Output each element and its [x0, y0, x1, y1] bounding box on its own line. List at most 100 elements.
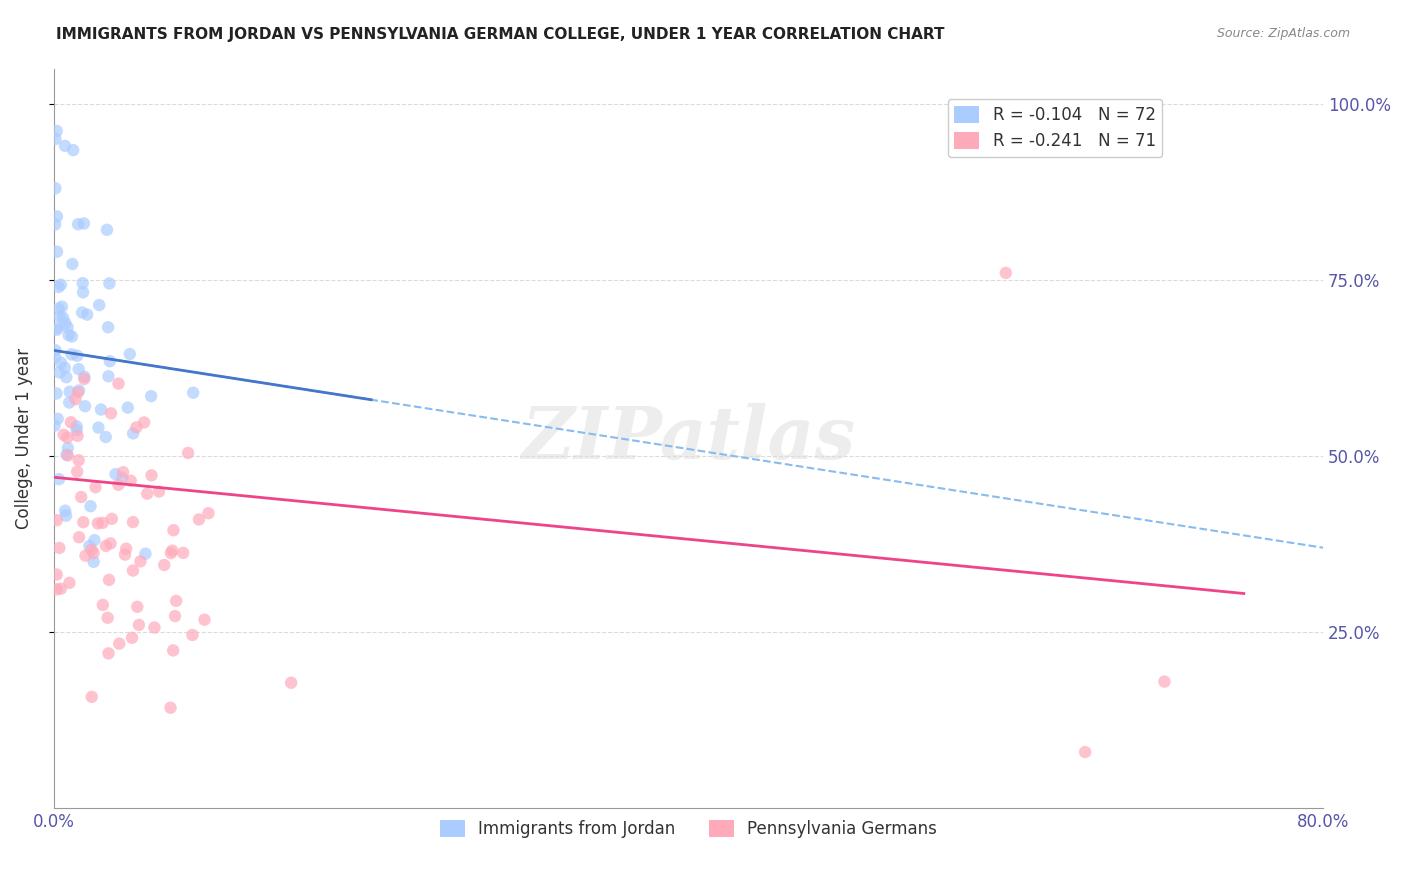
Point — [98, 277, 121, 291]
Y-axis label: College, Under 1 year: College, Under 1 year — [15, 348, 32, 529]
Point — [45, 323, 67, 337]
Point — [177, 446, 200, 460]
Point — [48, 280, 70, 294]
Point — [181, 385, 204, 400]
Point — [100, 406, 122, 420]
Point — [48, 301, 70, 316]
Point — [101, 512, 124, 526]
Point — [188, 512, 211, 526]
Point — [72, 276, 94, 290]
Point — [121, 631, 143, 645]
Point — [45, 513, 67, 527]
Point — [70, 490, 93, 504]
Point — [97, 611, 120, 625]
Point — [65, 423, 87, 437]
Point — [60, 257, 83, 271]
Point — [122, 515, 145, 529]
Point — [107, 376, 129, 391]
Point — [66, 429, 89, 443]
Point — [60, 329, 83, 343]
Point — [181, 628, 204, 642]
Point — [73, 372, 96, 386]
Point — [66, 349, 89, 363]
Point — [44, 218, 66, 232]
Point — [153, 558, 176, 572]
Point — [45, 124, 67, 138]
Point — [84, 480, 107, 494]
Point — [76, 308, 98, 322]
Point — [193, 613, 215, 627]
Point — [46, 210, 69, 224]
Point — [44, 418, 66, 433]
Point — [117, 401, 139, 415]
Point — [112, 465, 135, 479]
Point — [90, 402, 112, 417]
Point — [83, 546, 105, 560]
Point — [79, 539, 101, 553]
Point — [96, 223, 118, 237]
Point — [52, 310, 75, 325]
Point — [53, 504, 76, 518]
Point — [45, 386, 67, 401]
Point — [44, 181, 66, 195]
Point — [55, 448, 77, 462]
Point — [97, 369, 120, 384]
Point — [1074, 745, 1097, 759]
Point — [73, 369, 96, 384]
Point — [94, 430, 117, 444]
Point — [141, 468, 163, 483]
Point — [134, 547, 156, 561]
Point — [56, 449, 79, 463]
Point — [132, 416, 155, 430]
Legend: Immigrants from Jordan, Pennsylvania Germans: Immigrants from Jordan, Pennsylvania Ger… — [433, 813, 943, 845]
Point — [73, 217, 96, 231]
Point — [127, 599, 149, 614]
Point — [162, 543, 184, 558]
Point — [79, 500, 101, 514]
Point — [87, 420, 110, 434]
Point — [46, 244, 69, 259]
Point — [67, 453, 90, 467]
Point — [52, 427, 75, 442]
Point — [75, 549, 97, 563]
Point — [56, 431, 79, 445]
Point — [994, 266, 1017, 280]
Point — [66, 419, 89, 434]
Point — [59, 415, 82, 429]
Point — [280, 675, 302, 690]
Point — [128, 618, 150, 632]
Text: Source: ZipAtlas.com: Source: ZipAtlas.com — [1216, 27, 1350, 40]
Point — [125, 420, 148, 434]
Point — [48, 310, 70, 324]
Point — [62, 143, 84, 157]
Point — [172, 546, 194, 560]
Point — [115, 541, 138, 556]
Point — [44, 343, 66, 358]
Point — [44, 350, 66, 364]
Point — [118, 347, 141, 361]
Point — [58, 328, 80, 343]
Point — [48, 541, 70, 555]
Point — [129, 554, 152, 568]
Point — [83, 533, 105, 548]
Point — [120, 474, 142, 488]
Point — [66, 465, 89, 479]
Point — [55, 508, 77, 523]
Point — [89, 298, 111, 312]
Point — [67, 385, 90, 400]
Point — [83, 555, 105, 569]
Point — [67, 217, 90, 231]
Point — [55, 316, 77, 330]
Point — [108, 637, 131, 651]
Point — [136, 486, 159, 500]
Point — [59, 384, 82, 399]
Point — [53, 360, 76, 375]
Text: ZIPatlas: ZIPatlas — [522, 403, 855, 474]
Point — [53, 139, 76, 153]
Point — [48, 472, 70, 486]
Point — [72, 515, 94, 529]
Point — [163, 609, 186, 624]
Point — [98, 573, 121, 587]
Point — [67, 384, 90, 398]
Point — [48, 366, 70, 380]
